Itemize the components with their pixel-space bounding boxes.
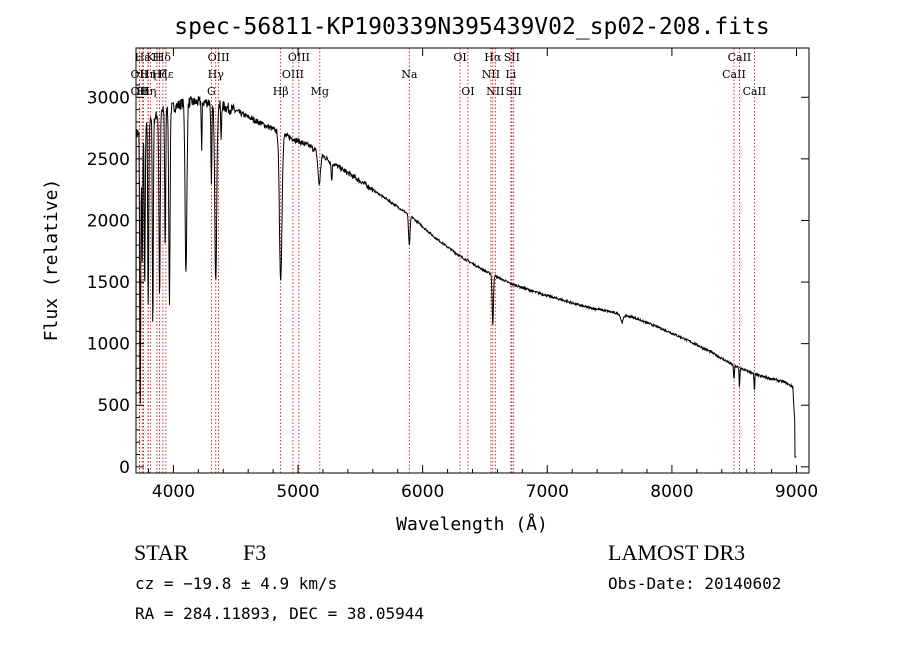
line-marker-label: NII — [486, 85, 504, 98]
line-marker-label: OIII — [282, 68, 304, 81]
line-marker-label: K — [146, 51, 155, 64]
line-marker-label: Na — [401, 68, 418, 81]
coordinates: RA = 284.11893, DEC = 38.05944 — [135, 604, 424, 623]
chart-title: spec-56811-KP190339N395439V02_sp02-208.f… — [174, 14, 769, 40]
y-axis-label: Flux (relative) — [41, 179, 62, 342]
object-type: STAR — [134, 540, 189, 565]
x-tick-label: 8000 — [650, 482, 693, 502]
line-marker-label: Hζ — [152, 68, 168, 81]
line-marker-label: Hδ — [155, 51, 172, 64]
y-tick-label: 2500 — [87, 150, 130, 170]
line-marker-label: Hι — [137, 85, 151, 98]
line-marker-label: G — [207, 85, 216, 98]
line-marker-label: SII — [504, 51, 520, 64]
y-axis: 0 500 1000 1500 2000 2500 3000 — [87, 59, 809, 478]
line-marker-label: CaII — [728, 51, 752, 64]
x-axis-label: Wavelength (Å) — [396, 513, 548, 535]
spectral-subclass: F3 — [243, 540, 267, 565]
plot-frame — [135, 47, 810, 474]
survey-name: LAMOST DR3 — [608, 540, 746, 565]
line-marker-label: NII — [482, 68, 500, 81]
y-tick-label: 2000 — [87, 211, 130, 231]
y-tick-label: 1500 — [87, 273, 130, 293]
line-marker-label: Mg — [311, 85, 329, 98]
x-axis: 4000 5000 6000 7000 8000 9000 — [147, 48, 818, 502]
line-marker-label: Hγ — [208, 68, 225, 81]
x-tick-label: 4000 — [152, 482, 195, 502]
x-tick-label: 9000 — [775, 482, 818, 502]
line-marker-label: OI — [453, 51, 466, 64]
line-marker-label: OIII — [208, 51, 230, 64]
line-marker-label: Hα — [484, 51, 502, 64]
observation-date: Obs-Date: 20140602 — [608, 574, 782, 593]
x-tick-label: 5000 — [276, 482, 319, 502]
line-marker-label: Hη — [140, 85, 156, 98]
y-tick-label: 500 — [98, 396, 130, 416]
redshift-cz: cz = −19.8 ± 4.9 km/s — [135, 574, 338, 593]
x-tick-label: 6000 — [401, 482, 444, 502]
y-tick-label: 3000 — [87, 88, 130, 108]
line-marker-label: H — [152, 51, 162, 64]
line-marker-label: Hε — [158, 68, 174, 81]
x-tick-label: 7000 — [526, 482, 569, 502]
line-marker-label: SII — [506, 85, 522, 98]
y-tick-label: 0 — [119, 458, 130, 478]
line-marker-label: Hβ — [273, 85, 289, 98]
line-marker-label: Hη — [140, 68, 156, 81]
line-marker-label: OI — [461, 85, 474, 98]
y-tick-label: 1000 — [87, 335, 130, 355]
spectrum-line — [135, 95, 797, 467]
line-marker-label: CaII — [722, 68, 746, 81]
line-marker-label: OII — [131, 68, 149, 81]
line-marker-label: CaII — [743, 85, 767, 98]
line-marker-label: Li — [505, 68, 516, 81]
line-marker-label: OIII — [288, 51, 310, 64]
